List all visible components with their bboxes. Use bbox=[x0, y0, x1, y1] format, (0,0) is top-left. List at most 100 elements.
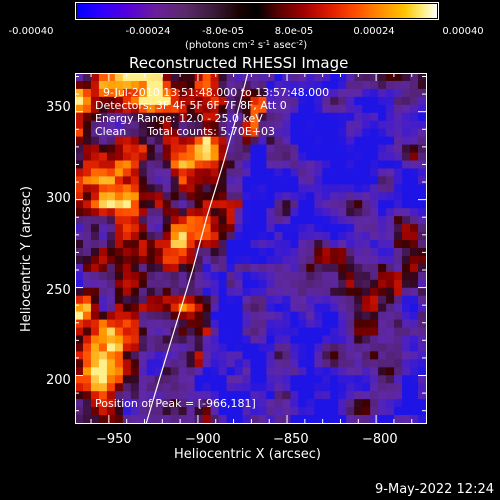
heatmap-cell bbox=[266, 351, 276, 360]
heatmap-cell bbox=[130, 279, 140, 289]
heatmap-cell bbox=[298, 375, 307, 384]
heatmap-cell bbox=[162, 375, 172, 384]
heatmap-cell bbox=[378, 367, 387, 376]
heatmap-cell bbox=[154, 271, 164, 281]
heatmap-cell bbox=[138, 216, 148, 225]
heatmap-cell bbox=[354, 144, 363, 154]
heatmap-cell bbox=[218, 351, 228, 360]
heatmap-cell bbox=[98, 144, 108, 154]
heatmap-cell bbox=[154, 248, 164, 257]
heatmap-cell bbox=[298, 391, 307, 400]
heatmap-cell bbox=[242, 391, 252, 400]
heatmap-cell bbox=[178, 351, 188, 360]
heatmap-cell bbox=[82, 303, 92, 313]
heatmap-cell bbox=[266, 375, 276, 384]
heatmap-cell bbox=[338, 263, 347, 273]
heatmap-cell bbox=[186, 152, 196, 162]
heatmap-cell bbox=[178, 279, 188, 289]
heatmap-cell bbox=[250, 104, 260, 114]
heatmap-cell bbox=[306, 407, 315, 416]
heatmap-cell bbox=[362, 263, 371, 273]
heatmap-cell bbox=[122, 391, 132, 400]
heatmap-cell bbox=[314, 375, 323, 384]
heatmap-cell bbox=[82, 311, 92, 321]
heatmap-cell bbox=[82, 73, 92, 82]
heatmap-cell bbox=[402, 248, 411, 257]
heatmap-cell bbox=[226, 192, 236, 201]
heatmap-cell bbox=[170, 112, 180, 122]
heatmap-cell bbox=[290, 248, 299, 257]
heatmap-cell bbox=[250, 73, 260, 82]
heatmap-cell bbox=[154, 295, 164, 305]
heatmap-cell bbox=[82, 120, 92, 130]
heatmap-cell bbox=[202, 240, 212, 249]
heatmap-cell bbox=[154, 136, 164, 146]
heatmap-cell bbox=[306, 303, 315, 313]
heatmap-cell bbox=[98, 128, 108, 138]
heatmap-cell bbox=[306, 88, 315, 98]
heatmap-cell bbox=[130, 383, 140, 392]
heatmap-cell bbox=[242, 279, 252, 289]
heatmap-cell bbox=[170, 343, 180, 352]
heatmap-cell bbox=[138, 192, 148, 201]
heatmap-cell bbox=[242, 184, 252, 193]
heatmap-cell bbox=[402, 343, 411, 352]
heatmap-cell bbox=[418, 216, 427, 225]
heatmap-cell bbox=[266, 232, 276, 241]
heatmap-cell bbox=[322, 271, 331, 281]
x-tick-label: −800 bbox=[362, 432, 398, 447]
heatmap-cell bbox=[346, 144, 355, 154]
heatmap-cell bbox=[242, 295, 252, 305]
heatmap-cell bbox=[258, 335, 268, 345]
heatmap-cell bbox=[146, 208, 156, 217]
heatmap-cell bbox=[418, 240, 427, 249]
heatmap-cell bbox=[146, 319, 156, 329]
heatmap-cell bbox=[218, 279, 228, 289]
heatmap-cell bbox=[194, 224, 204, 233]
heatmap-cell bbox=[410, 192, 419, 201]
heatmap-cell bbox=[218, 335, 228, 345]
heatmap-cell bbox=[394, 216, 403, 225]
heatmap-cell bbox=[98, 279, 108, 289]
heatmap-cell bbox=[330, 88, 339, 98]
heatmap-cell bbox=[298, 144, 307, 154]
heatmap-cell bbox=[202, 73, 212, 82]
heatmap-cell bbox=[218, 200, 228, 209]
heatmap-cell bbox=[194, 208, 204, 217]
heatmap-cell bbox=[298, 136, 307, 146]
heatmap-cell bbox=[322, 359, 331, 368]
heatmap-cell bbox=[90, 271, 100, 281]
heatmap-cell bbox=[338, 200, 347, 209]
heatmap-cell bbox=[250, 367, 260, 376]
heatmap-cell bbox=[338, 168, 347, 177]
heatmap-cell bbox=[386, 271, 395, 281]
heatmap-cell bbox=[186, 144, 196, 154]
heatmap-cell bbox=[386, 383, 395, 392]
heatmap-cell bbox=[386, 192, 395, 201]
heatmap-cell bbox=[274, 112, 284, 122]
heatmap-cell bbox=[154, 184, 164, 193]
heatmap-cell bbox=[242, 255, 252, 265]
heatmap-cell bbox=[354, 383, 363, 392]
heatmap-cell bbox=[234, 399, 244, 408]
heatmap-cell bbox=[370, 176, 379, 185]
heatmap-cell bbox=[170, 399, 180, 408]
heatmap-cell bbox=[282, 136, 291, 146]
heatmap-cell bbox=[218, 367, 228, 376]
heatmap-cell bbox=[106, 263, 116, 273]
heatmap-cell bbox=[330, 168, 339, 177]
heatmap-cell bbox=[338, 112, 347, 122]
heatmap-cell bbox=[394, 287, 403, 297]
heatmap-cell bbox=[162, 112, 172, 122]
heatmap-cell bbox=[162, 319, 172, 329]
heatmap-cell bbox=[162, 367, 172, 376]
heatmap-cell bbox=[418, 176, 427, 185]
heatmap-cell bbox=[162, 327, 172, 337]
heatmap-cell bbox=[354, 104, 363, 114]
heatmap-cell bbox=[410, 375, 419, 384]
heatmap-cell bbox=[242, 152, 252, 162]
heatmap-cell bbox=[290, 415, 299, 424]
heatmap-cell bbox=[98, 80, 108, 90]
heatmap-cell bbox=[162, 399, 172, 408]
heatmap-cell bbox=[114, 112, 124, 122]
